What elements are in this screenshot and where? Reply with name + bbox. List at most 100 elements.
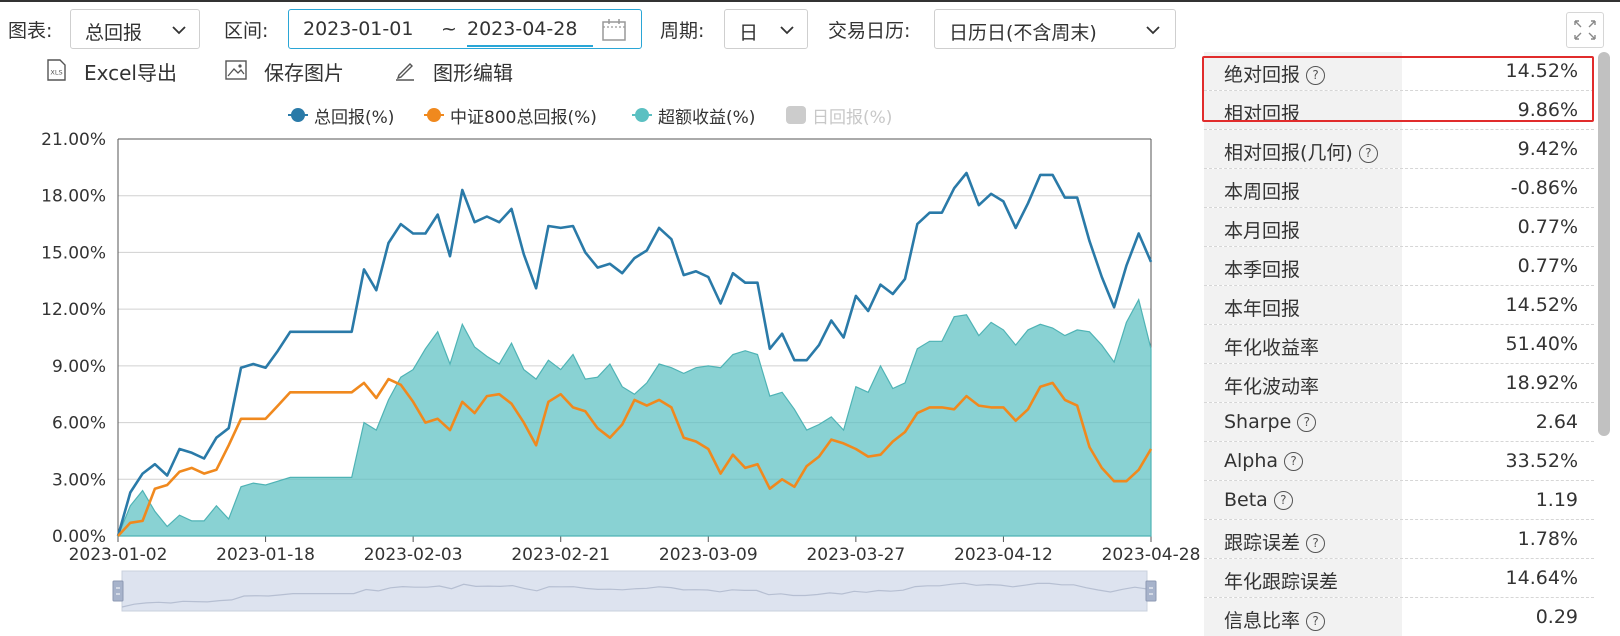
stats-name: 相对回报(几何)? — [1224, 138, 1378, 165]
trading-calendar-select[interactable]: 日历日(不含周末) — [934, 9, 1176, 49]
x-tick-label: 2023-01-02 — [69, 545, 168, 565]
stats-name-text: Alpha — [1224, 450, 1279, 472]
stats-value: 2.64 — [1535, 411, 1578, 433]
date-range-picker[interactable]: 2023-01-01 ~ 2023-04-28 — [288, 9, 642, 49]
help-icon[interactable]: ? — [1306, 66, 1326, 85]
toolbar: 图表: 总回报 区间: 2023-01-01 ~ 2023-04-28 周期: … — [0, 6, 1620, 54]
help-icon[interactable]: ? — [1284, 452, 1304, 471]
stats-name: Beta? — [1224, 489, 1293, 511]
stats-name-cell: 跟踪误差? — [1204, 520, 1402, 558]
range-label: 区间: — [224, 20, 269, 42]
legend-marker-icon — [424, 108, 444, 122]
stats-row: 年化跟踪误差 14.64% — [1204, 559, 1594, 598]
stats-name-cell: 本年回报 — [1204, 286, 1402, 324]
y-tick-label: 21.00% — [41, 130, 106, 150]
save-image-button[interactable]: 保存图片 — [224, 56, 364, 85]
stats-name-text: 年化收益率 — [1224, 337, 1320, 359]
legend-label: 中证800总回报(%) — [450, 108, 597, 128]
period-label: 周期: — [660, 20, 705, 42]
legend-label: 日回报(%) — [812, 108, 893, 128]
stats-value: 18.92% — [1505, 372, 1578, 394]
legend-item-csi800[interactable]: 中证800总回报(%) — [424, 102, 620, 128]
stats-row: 年化波动率 18.92% — [1204, 364, 1594, 403]
period-value: 日 — [739, 22, 759, 44]
stats-name-text: Sharpe — [1224, 411, 1292, 433]
svg-text:XLS: XLS — [50, 69, 62, 77]
legend-marker-icon — [632, 108, 652, 122]
expand-icon — [1574, 20, 1596, 40]
period-select[interactable]: 日 — [724, 9, 808, 49]
stats-name: 信息比率? — [1224, 606, 1326, 633]
stats-name: 本季回报 — [1224, 255, 1300, 282]
legend-item-total[interactable]: 总回报(%) — [288, 102, 414, 128]
stats-row: 相对回报(几何)? 9.42% — [1204, 130, 1594, 169]
calendar-icon[interactable] — [601, 18, 627, 42]
chart-type-label: 图表: — [8, 20, 53, 42]
chart-type-select[interactable]: 总回报 — [70, 9, 200, 49]
stats-row: 年化收益率 51.40% — [1204, 325, 1594, 364]
legend-item-excess[interactable]: 超额收益(%) — [632, 102, 772, 128]
stats-row: Alpha? 33.52% — [1204, 442, 1594, 481]
help-icon[interactable]: ? — [1358, 144, 1378, 163]
return-chart: 0.00% 3.00% 6.00% 9.00% 12.00% 15.00% 18.00% 21… — [41, 130, 1200, 612]
stats-name: 年化跟踪误差 — [1224, 567, 1338, 594]
stats-name: 绝对回报? — [1224, 60, 1326, 87]
date-start-input[interactable]: 2023-01-01 — [303, 18, 414, 40]
y-tick-label: 12.00% — [41, 300, 106, 320]
csi800-return-line — [117, 377, 1153, 537]
stats-name: 本年回报 — [1224, 294, 1300, 321]
stats-row: 本季回报 0.77% — [1204, 247, 1594, 286]
stats-name-cell: 绝对回报? — [1204, 52, 1402, 90]
x-tick-label: 2023-04-28 — [1102, 545, 1200, 565]
pencil-icon — [396, 63, 414, 81]
date-end-input[interactable]: 2023-04-28 — [467, 18, 578, 40]
stats-name-cell: Beta? — [1204, 481, 1402, 519]
stats-value: 1.19 — [1535, 489, 1578, 511]
y-tick-label: 9.00% — [52, 357, 106, 377]
save-image-label: 保存图片 — [264, 61, 344, 85]
stats-row: 相对回报 9.86% — [1204, 91, 1594, 130]
fullscreen-button[interactable] — [1566, 12, 1604, 48]
date-separator: ~ — [441, 18, 457, 40]
stats-value: 1.78% — [1517, 528, 1578, 550]
stats-name-text: 本周回报 — [1224, 181, 1301, 203]
trading-calendar-value: 日历日(不含周末) — [949, 22, 1097, 44]
stats-name: 跟踪误差? — [1224, 528, 1326, 555]
zoom-preview-line — [121, 582, 1148, 608]
edit-chart-label: 图形编辑 — [433, 61, 513, 85]
stats-row: Beta? 1.19 — [1204, 481, 1594, 520]
stats-row: 本月回报 0.77% — [1204, 208, 1594, 247]
stats-name-text: 信息比率 — [1224, 610, 1301, 632]
legend-item-daily[interactable]: 日回报(%) — [786, 102, 916, 128]
stats-name: 年化波动率 — [1224, 372, 1319, 399]
stats-name-cell: Sharpe? — [1204, 403, 1402, 441]
help-icon[interactable]: ? — [1306, 612, 1326, 631]
stats-name-cell: 本月回报 — [1204, 208, 1402, 246]
top-border — [0, 0, 1620, 2]
excel-export-button[interactable]: XLS Excel导出 — [44, 56, 194, 85]
stats-row: 本年回报 14.52% — [1204, 286, 1594, 325]
edit-chart-button[interactable]: 图形编辑 — [393, 56, 533, 85]
stats-value: 0.77% — [1517, 216, 1578, 238]
stats-row: 信息比率? 0.29 — [1204, 598, 1594, 636]
total-return-line — [116, 171, 1153, 537]
stats-value: 51.40% — [1505, 333, 1578, 355]
stats-value: 14.52% — [1505, 60, 1578, 82]
stats-row: 跟踪误差? 1.78% — [1204, 520, 1594, 559]
stats-name-text: 本月回报 — [1224, 220, 1301, 242]
stats-name-text: 跟踪误差 — [1224, 532, 1301, 554]
stats-name: Sharpe? — [1224, 411, 1317, 433]
help-icon[interactable]: ? — [1306, 534, 1326, 553]
chart-type-value: 总回报 — [85, 22, 143, 44]
stats-value: -0.86% — [1510, 177, 1578, 199]
chevron-down-icon — [172, 26, 186, 35]
help-icon[interactable]: ? — [1297, 413, 1317, 432]
trading-calendar-label: 交易日历: — [828, 20, 911, 42]
stats-scrollbar[interactable] — [1598, 52, 1610, 436]
stats-name: Alpha? — [1224, 450, 1304, 472]
excel-export-label: Excel导出 — [84, 61, 177, 85]
help-icon[interactable]: ? — [1273, 491, 1293, 510]
stats-name-cell: 本季回报 — [1204, 247, 1402, 285]
stats-row: 本周回报 -0.86% — [1204, 169, 1594, 208]
stats-name: 本周回报 — [1224, 177, 1300, 204]
